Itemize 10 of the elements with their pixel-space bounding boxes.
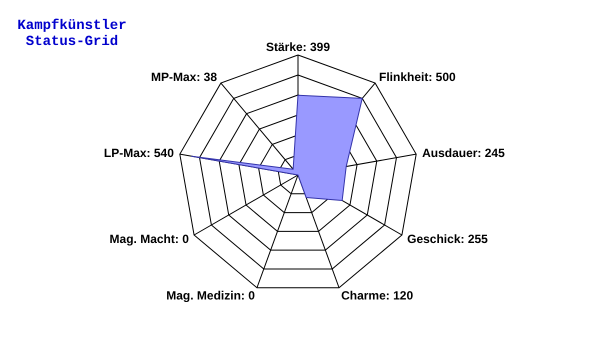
spoke-label: Ausdauer: 245 [422, 146, 506, 160]
spoke-label: MP-Max: 38 [150, 70, 218, 84]
spoke-label: Mag. Macht: 0 [110, 232, 190, 246]
spoke-label: Charme: 120 [341, 288, 414, 302]
spoke-label: Mag. Medizin: 0 [166, 288, 256, 302]
spoke-label: LP-Max: 540 [104, 146, 174, 160]
spoke-label: Flinkheit: 500 [378, 70, 456, 84]
spoke-label: Geschick: 255 [407, 232, 488, 246]
spoke-label: Stärke: 399 [266, 40, 330, 54]
chart-title: Kampfkünstler Status-Grid [17, 18, 127, 50]
